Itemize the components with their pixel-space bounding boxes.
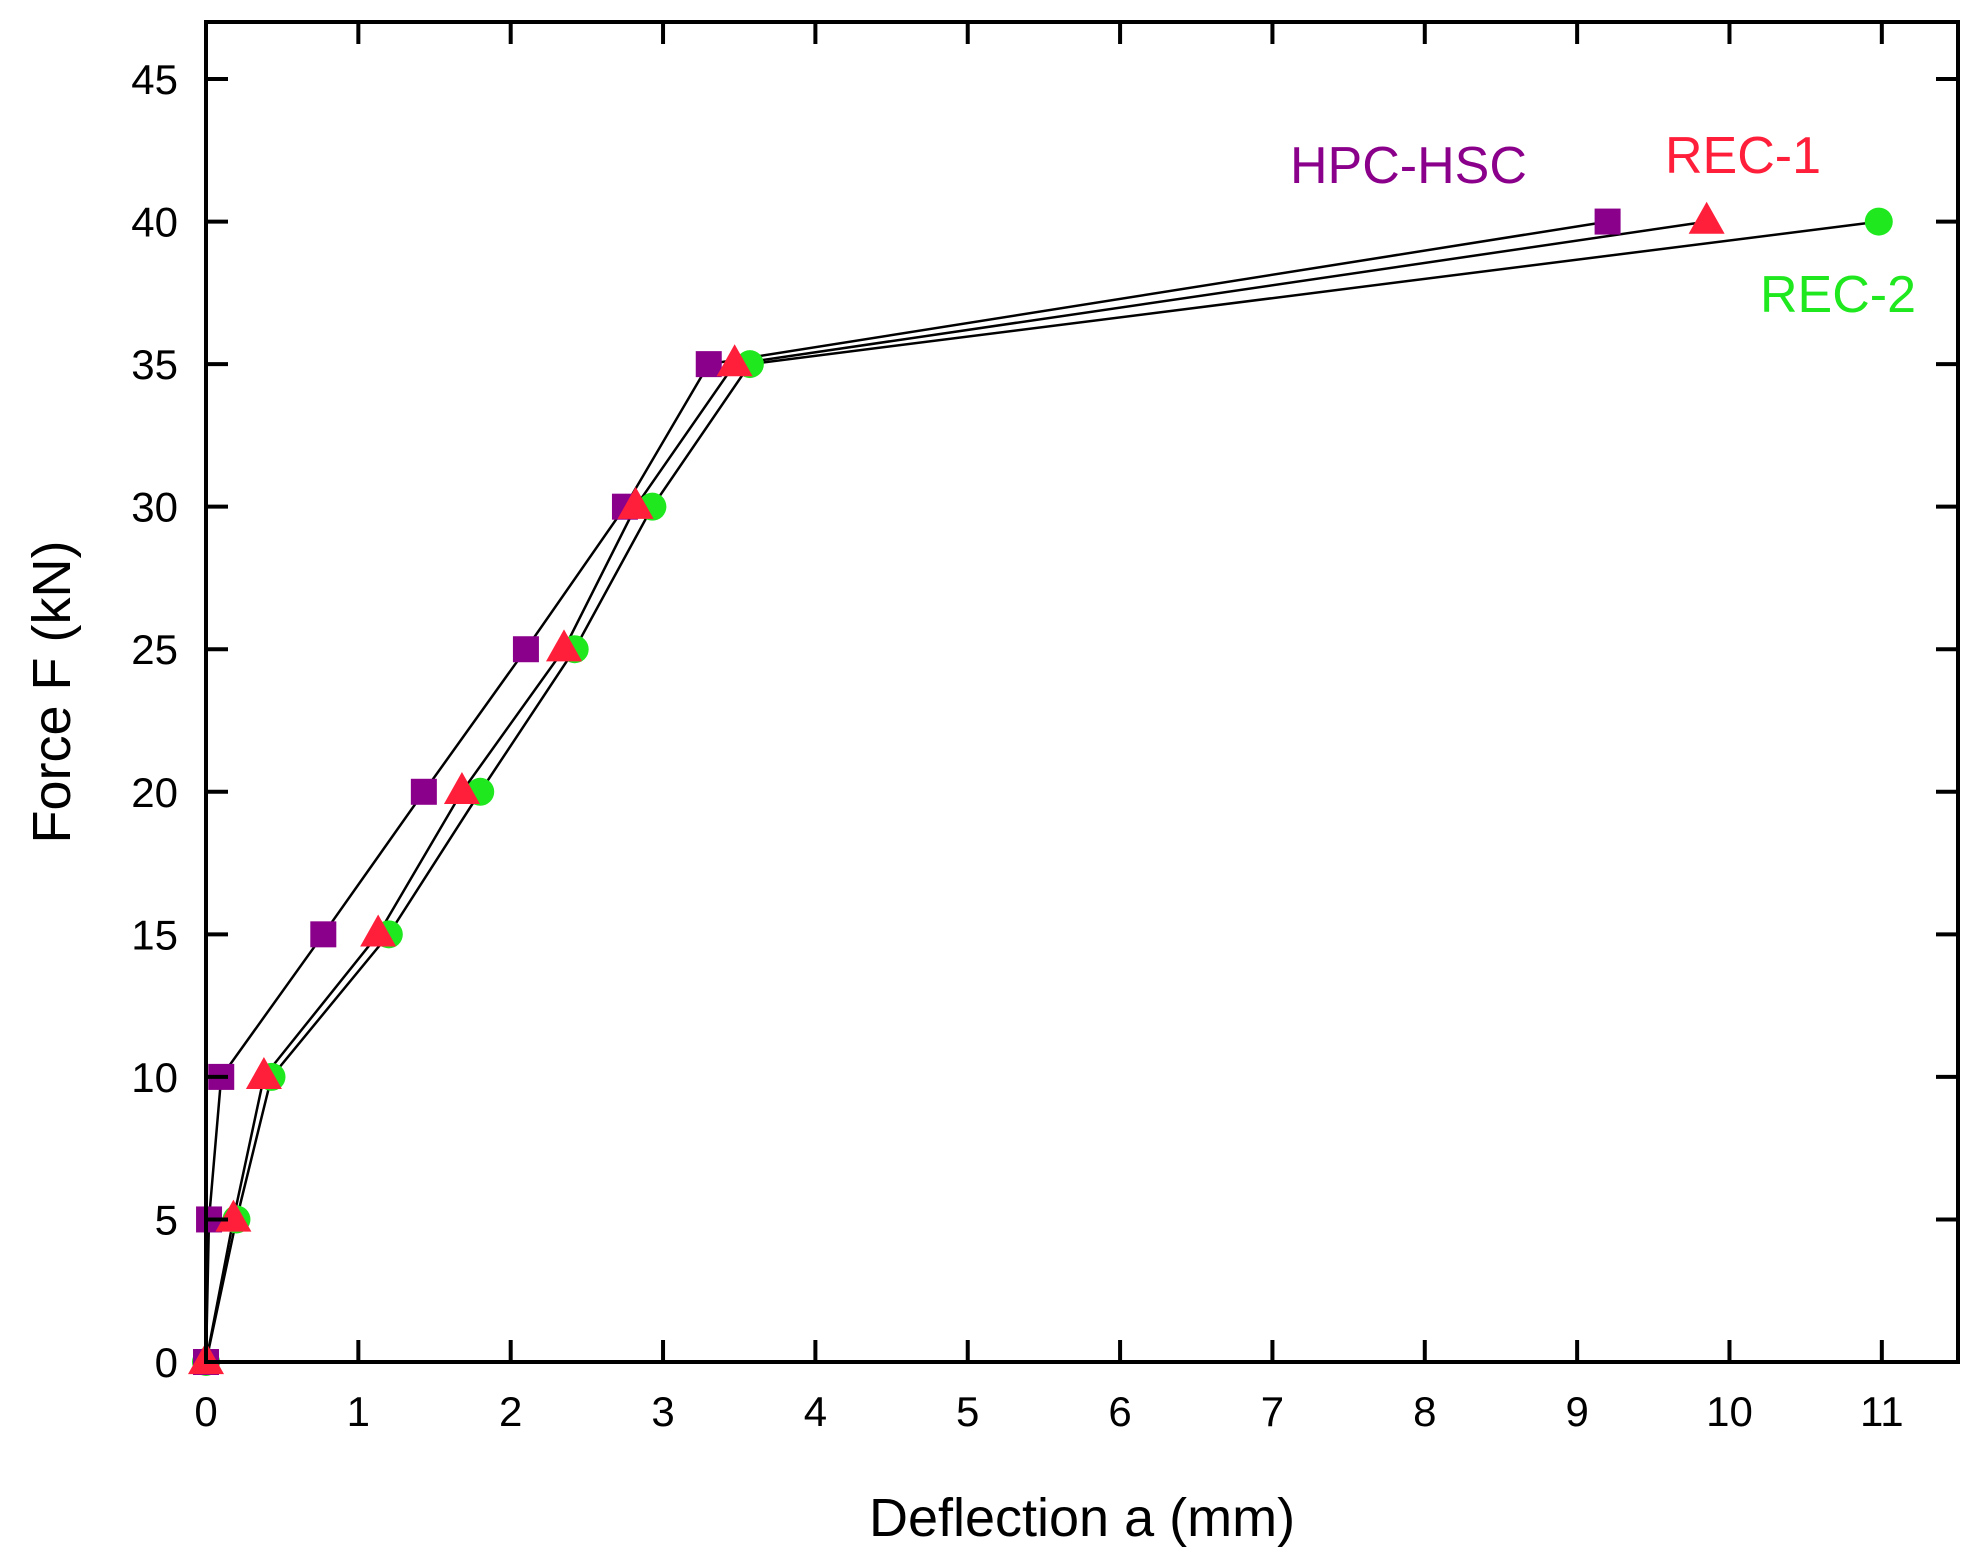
y-tick-label: 35 [131, 341, 178, 388]
data-point-hpc-hsc [695, 351, 722, 378]
data-point-rec-1 [546, 629, 583, 662]
x-tick-label: 10 [1706, 1388, 1753, 1435]
y-tick-label: 20 [131, 769, 178, 816]
series-markers [188, 201, 1893, 1376]
x-tick-label: 5 [956, 1388, 979, 1435]
data-point-rec-1 [215, 1199, 252, 1232]
series-label-rec-2: REC-2 [1760, 266, 1916, 324]
data-point-hpc-hsc [410, 778, 437, 805]
x-tick-label: 11 [1860, 1388, 1904, 1435]
x-tick-label: 1 [347, 1388, 370, 1435]
series-label-rec-1: REC-1 [1665, 127, 1821, 185]
x-tick-label: 8 [1413, 1388, 1436, 1435]
y-tick-label: 40 [131, 199, 178, 246]
x-tick-label: 0 [194, 1388, 217, 1435]
x-tick-label: 2 [499, 1388, 522, 1435]
y-tick-label: 30 [131, 484, 178, 531]
y-tick-label: 10 [131, 1054, 178, 1101]
plot-frame [204, 20, 1960, 1364]
data-point-rec-1 [443, 771, 480, 804]
data-point-hpc-hsc [1594, 208, 1621, 235]
x-tick-label: 6 [1108, 1388, 1131, 1435]
data-point-rec-2 [1864, 207, 1893, 236]
series-label-hpc-hsc: HPC-HSC [1290, 137, 1527, 195]
y-axis-title: Force F (kN) [22, 541, 82, 844]
x-tick-label: 7 [1261, 1388, 1284, 1435]
data-point-rec-1 [360, 914, 397, 947]
y-tick-label: 25 [131, 626, 178, 673]
x-tick-label: 9 [1565, 1388, 1588, 1435]
y-tick-label: 5 [155, 1196, 178, 1243]
axis-ticks [204, 22, 1958, 1364]
x-tick-label: 4 [804, 1388, 827, 1435]
data-point-hpc-hsc [310, 921, 337, 948]
y-tick-label: 0 [155, 1339, 178, 1386]
data-point-rec-1 [716, 344, 753, 377]
y-tick-label: 45 [131, 56, 178, 103]
data-point-rec-1 [245, 1057, 282, 1090]
x-tick-label: 3 [651, 1388, 674, 1435]
data-point-hpc-hsc [512, 636, 539, 663]
data-point-rec-1 [617, 486, 654, 519]
x-axis-title: Deflection a (mm) [869, 1488, 1295, 1548]
y-tick-label: 15 [131, 911, 178, 958]
data-point-rec-1 [1688, 201, 1725, 234]
